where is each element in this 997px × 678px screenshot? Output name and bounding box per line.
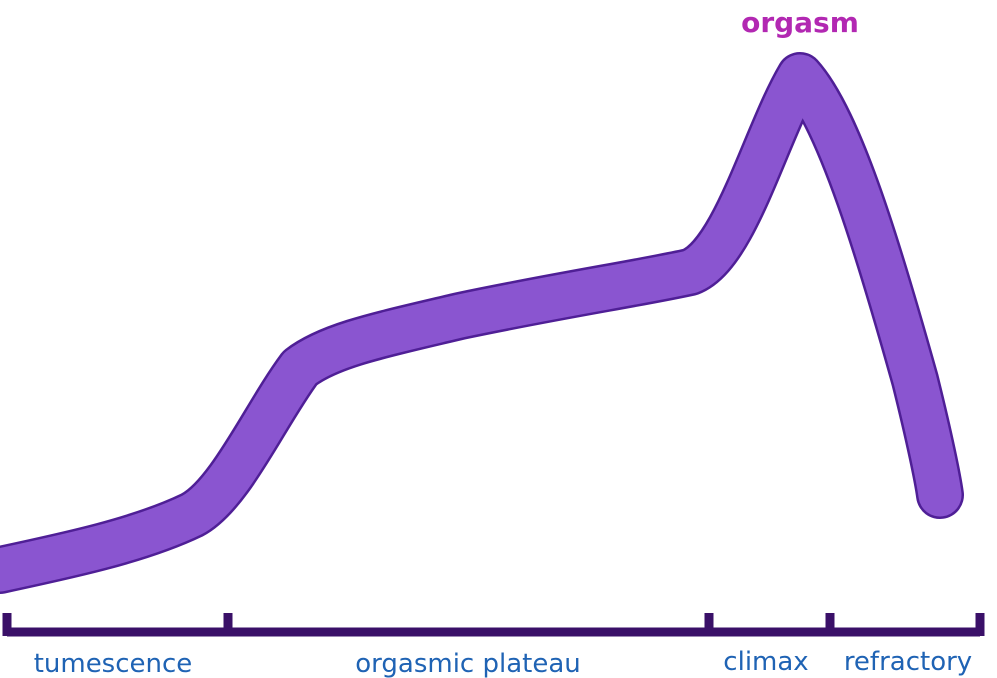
phase-label-orgasmic-plateau: orgasmic plateau [355, 649, 581, 678]
arousal-curve [0, 54, 962, 592]
phase-label-refractory: refractory [844, 647, 972, 677]
phase-label-climax: climax [723, 647, 808, 677]
peak-label: orgasm [741, 6, 859, 39]
phase-label-tumescence: tumescence [34, 649, 193, 678]
